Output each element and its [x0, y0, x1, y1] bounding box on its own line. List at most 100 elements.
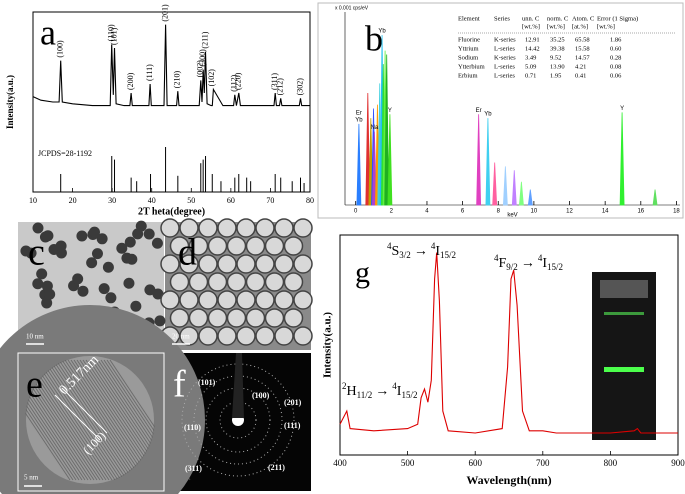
- particle: [274, 254, 294, 274]
- particle: [41, 297, 53, 309]
- scale-label: 20 nm: [172, 333, 190, 341]
- table-cell: Ytterbium: [458, 63, 485, 70]
- panel-label: d: [178, 232, 197, 274]
- particle: [283, 308, 304, 328]
- particle: [86, 257, 98, 269]
- peak-label: (111): [145, 64, 154, 81]
- panel-label: e: [26, 364, 43, 406]
- lattice-fringe: [25, 359, 107, 481]
- peak: [356, 123, 362, 206]
- superscript: 4: [387, 241, 392, 251]
- unit-label: x 0.001 cps/eV: [335, 5, 369, 11]
- peak: [387, 114, 393, 206]
- plot-frame: [32, 11, 311, 193]
- table-cell: 14.57: [575, 54, 590, 61]
- particle: [198, 326, 218, 346]
- table-cell: 0.41: [575, 72, 586, 79]
- particle: [36, 268, 48, 280]
- plot-frame: [339, 234, 679, 456]
- table-cell: 14.42: [525, 45, 540, 52]
- particle: [132, 228, 144, 240]
- particle: [245, 308, 266, 328]
- spacing-marker: [54, 394, 101, 441]
- lattice-fringe: [67, 359, 149, 481]
- element-label: Na: [371, 125, 379, 131]
- particle: [160, 254, 180, 274]
- particle: [226, 236, 247, 256]
- lattice-fringe: [55, 359, 137, 481]
- particle: [169, 236, 190, 256]
- particle: [188, 272, 209, 292]
- table-cell: Sodium: [458, 54, 478, 61]
- particle: [217, 290, 237, 310]
- table-header: Atom. C: [572, 15, 594, 22]
- x-tick-label: 14: [602, 209, 609, 215]
- particle: [154, 315, 166, 327]
- transition-label: 2H11/2 → 4I15/2: [342, 381, 417, 400]
- lattice-fringe: [52, 359, 134, 481]
- lattice-fringe: [46, 359, 128, 481]
- subscript: 15/2: [440, 250, 456, 260]
- peak-label: (101): [109, 27, 118, 45]
- scale-label: 10 nm: [26, 333, 44, 341]
- table-cell: 0.60: [610, 45, 621, 52]
- x-axis-label: keV: [507, 213, 517, 219]
- transition-label: 4F9/2 → 4I15/2: [494, 253, 563, 272]
- table-cell: 1.86: [610, 36, 622, 43]
- particle: [32, 222, 44, 234]
- particle: [188, 236, 209, 256]
- superscript: 4: [538, 253, 543, 263]
- spacing-marker: [61, 387, 108, 434]
- table-cell: 0.71: [525, 72, 536, 79]
- ring-label: (311): [185, 464, 202, 473]
- table-cell: 1.95: [550, 72, 561, 79]
- table-header: norm. C: [547, 15, 568, 22]
- particle: [264, 272, 285, 292]
- lattice-fringe: [28, 359, 110, 481]
- x-tick-label: 10: [531, 209, 538, 215]
- particle: [126, 253, 138, 265]
- peak: [492, 162, 498, 206]
- x-axis-label: 2T heta(degree): [138, 206, 205, 217]
- element-label: Er: [356, 111, 362, 117]
- peak: [476, 114, 482, 206]
- lattice-fringe: [34, 359, 116, 481]
- table-cell: L-series: [494, 63, 515, 70]
- x-tick-label: 400: [333, 458, 347, 468]
- peak-label: (211): [200, 31, 209, 48]
- particle: [236, 290, 256, 310]
- x-tick-label: 80: [306, 196, 314, 205]
- x-tick-label: 30: [108, 196, 116, 205]
- particle: [255, 290, 275, 310]
- table-unit: [at.%]: [572, 23, 588, 30]
- table-cell: 0.06: [610, 72, 622, 79]
- x-tick-label: 18: [673, 209, 680, 215]
- y-axis-label: Intensity(a.u.): [322, 312, 334, 378]
- arrow: →: [375, 384, 389, 399]
- peak-label: (100): [56, 40, 65, 58]
- particle: [255, 218, 275, 238]
- vial-glow: [604, 312, 644, 315]
- particle: [55, 240, 67, 252]
- x-tick-label: 8: [497, 209, 501, 215]
- ring-label: (111): [284, 421, 301, 430]
- table-header: Element: [458, 15, 480, 22]
- ring-label: (201): [284, 398, 302, 407]
- particle: [236, 254, 256, 274]
- peak: [527, 189, 533, 206]
- particle: [274, 290, 294, 310]
- particle: [264, 308, 285, 328]
- peak: [365, 93, 371, 206]
- particle: [169, 272, 190, 292]
- superscript: 2: [342, 381, 347, 391]
- term: S: [392, 244, 400, 259]
- particle: [179, 218, 199, 238]
- term: F: [499, 256, 507, 271]
- particle: [226, 308, 247, 328]
- peak-label: (311): [270, 73, 279, 90]
- ring-label: (100): [252, 391, 270, 400]
- x-tick-label: 12: [566, 209, 573, 215]
- particle: [39, 231, 51, 243]
- particle: [160, 290, 180, 310]
